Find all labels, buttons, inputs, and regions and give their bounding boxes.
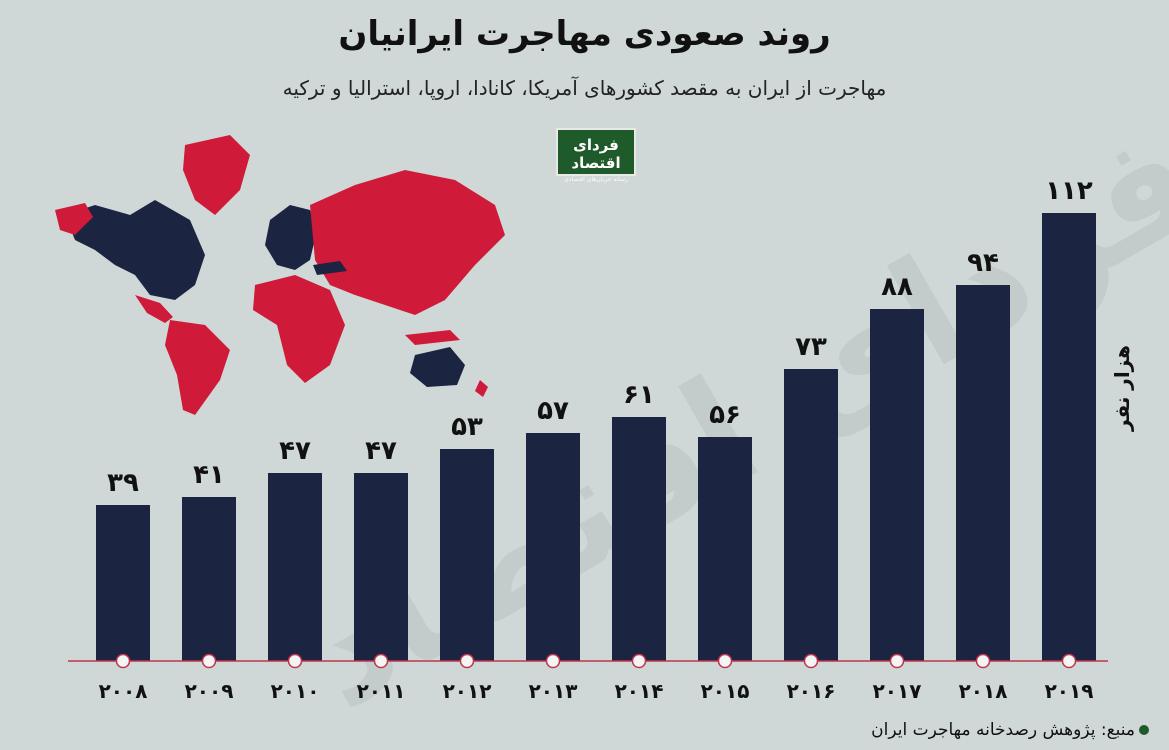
x-tick-label-3: ۲۰۱۱ bbox=[357, 679, 406, 703]
value-label-5: ۵۷ bbox=[537, 396, 569, 426]
axis-marker-4 bbox=[459, 653, 475, 669]
map-africa bbox=[253, 275, 345, 383]
map-australia bbox=[410, 347, 465, 387]
value-label-7: ۵۶ bbox=[709, 400, 741, 430]
x-tick-label-7: ۲۰۱۵ bbox=[701, 679, 750, 703]
x-tick-label-9: ۲۰۱۷ bbox=[873, 679, 922, 703]
map-turkey bbox=[313, 261, 347, 275]
axis-marker-1 bbox=[201, 653, 217, 669]
value-label-4: ۵۳ bbox=[451, 412, 483, 442]
value-label-6: ۶۱ bbox=[623, 380, 655, 410]
bars-group bbox=[96, 213, 1096, 661]
bar-0 bbox=[96, 505, 150, 661]
map-new-zealand bbox=[475, 380, 488, 397]
bar-6 bbox=[612, 417, 666, 661]
value-label-3: ۴۷ bbox=[365, 436, 397, 466]
value-label-11: ۱۱۲ bbox=[1045, 176, 1093, 206]
map-central-america bbox=[135, 295, 173, 323]
x-tick-label-0: ۲۰۰۸ bbox=[99, 679, 148, 703]
brand-logo: فردای اقتصاد رسانه جریان‌های اقتصادی bbox=[556, 128, 636, 183]
value-label-1: ۴۱ bbox=[193, 460, 225, 490]
axis-marker-8 bbox=[803, 653, 819, 669]
chart-title: روند صعودی مهاجرت ایرانیان bbox=[338, 14, 831, 54]
axis-marker-11 bbox=[1061, 653, 1077, 669]
map-greenland bbox=[183, 135, 250, 215]
bullet-icon bbox=[1139, 725, 1149, 735]
value-label-10: ۹۴ bbox=[967, 248, 999, 278]
bar-11 bbox=[1042, 213, 1096, 661]
bar-3 bbox=[354, 473, 408, 661]
axis-marker-2 bbox=[287, 653, 303, 669]
x-tick-label-8: ۲۰۱۶ bbox=[787, 679, 836, 703]
axis-marker-6 bbox=[631, 653, 647, 669]
bar-1 bbox=[182, 497, 236, 661]
map-alaska bbox=[55, 203, 93, 235]
x-tick-label-1: ۲۰۰۹ bbox=[185, 679, 234, 703]
bar-10 bbox=[956, 285, 1010, 661]
y-axis-label: هزار نفر bbox=[1110, 345, 1134, 431]
bar-4 bbox=[440, 449, 494, 661]
source-note: منبع: پژوهش رصدخانه مهاجرت ایران bbox=[871, 720, 1149, 740]
x-tick-label-2: ۲۰۱۰ bbox=[271, 679, 320, 703]
x-tick-label-10: ۲۰۱۸ bbox=[959, 679, 1008, 703]
map-north-america bbox=[65, 200, 205, 300]
world-map-illustration bbox=[55, 135, 505, 415]
logo-name: فردای اقتصاد bbox=[571, 136, 621, 172]
axis-marker-9 bbox=[889, 653, 905, 669]
bar-5 bbox=[526, 433, 580, 661]
value-label-0: ۳۹ bbox=[107, 468, 139, 498]
axis-marker-10 bbox=[975, 653, 991, 669]
logo-tagline: رسانه جریان‌های اقتصادی bbox=[564, 176, 628, 183]
source-text: منبع: پژوهش رصدخانه مهاجرت ایران bbox=[871, 720, 1135, 740]
chart-subtitle: مهاجرت از ایران به مقصد کشورهای آمریکا، … bbox=[282, 76, 887, 100]
map-south-america bbox=[165, 320, 230, 415]
bar-9 bbox=[870, 309, 924, 661]
axis-marker-3 bbox=[373, 653, 389, 669]
value-label-8: ۷۳ bbox=[795, 332, 827, 362]
x-tick-label-11: ۲۰۱۹ bbox=[1045, 679, 1094, 703]
bar-2 bbox=[268, 473, 322, 661]
axis-markers bbox=[115, 653, 1077, 669]
axis-marker-5 bbox=[545, 653, 561, 669]
value-labels-group: ۳۹ ۴۱ ۴۷ ۴۷ ۵۳ ۵۷ ۶۱ ۵۶ ۷۳ ۸۸ ۹۴ ۱۱۲ bbox=[107, 176, 1093, 498]
x-tick-labels-group: ۲۰۰۸ ۲۰۰۹ ۲۰۱۰ ۲۰۱۱ ۲۰۱۲ ۲۰۱۳ ۲۰۱۴ ۲۰۱۵ ۲۰۱۶ ۲۰۱۷… bbox=[99, 679, 1094, 703]
x-tick-label-6: ۲۰۱۴ bbox=[615, 679, 664, 703]
map-indonesia bbox=[405, 330, 460, 345]
bar-8 bbox=[784, 369, 838, 661]
axis-marker-7 bbox=[717, 653, 733, 669]
map-asia bbox=[310, 170, 505, 315]
value-label-9: ۸۸ bbox=[881, 272, 913, 302]
x-tick-label-5: ۲۰۱۳ bbox=[529, 679, 578, 703]
map-europe bbox=[265, 205, 317, 270]
value-label-2: ۴۷ bbox=[279, 436, 311, 466]
bar-7 bbox=[698, 437, 752, 661]
x-tick-label-4: ۲۰۱۲ bbox=[443, 679, 492, 703]
axis-marker-0 bbox=[115, 653, 131, 669]
